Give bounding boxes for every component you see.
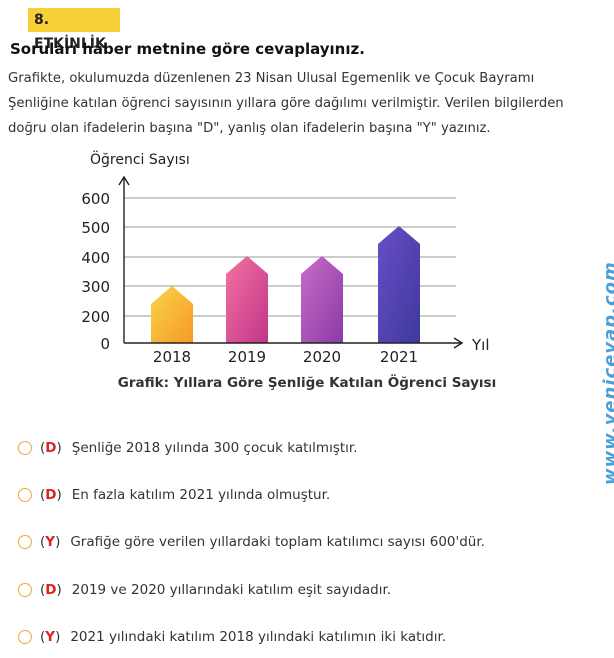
question-item: (D) 2019 ve 2020 yıllarındaki katılım eş… bbox=[18, 579, 391, 601]
answer-mark: D bbox=[45, 582, 57, 598]
x-tick-label: 2018 bbox=[153, 348, 191, 366]
answer-slot[interactable]: (D) bbox=[40, 440, 62, 456]
option-circle-icon[interactable] bbox=[18, 583, 32, 597]
x-tick-label: 2020 bbox=[303, 348, 341, 366]
y-tick-label: 200 bbox=[81, 308, 110, 326]
answer-mark: D bbox=[45, 440, 57, 456]
bar-2020 bbox=[301, 256, 343, 343]
x-tick-label: 2019 bbox=[228, 348, 266, 366]
y-tick-label: 600 bbox=[81, 190, 110, 208]
question-text: En fazla katılım 2021 yılında olmuştur. bbox=[71, 487, 331, 503]
intro-paragraph: Grafikte, okulumuzda düzenlenen 23 Nisan… bbox=[8, 66, 608, 141]
participation-bar-chart: 0 200 300 400 500 600 2018 2019 2020 2021 Öğrenci … bbox=[81, 150, 490, 366]
question-text: Grafiğe göre verilen yıllardaki toplam k… bbox=[70, 534, 485, 550]
question-text: 2019 ve 2020 yıllarındaki katılım eşit s… bbox=[71, 582, 392, 598]
answer-slot[interactable]: (Y) bbox=[40, 534, 61, 550]
question-item: (D) En fazla katılım 2021 yılında olmuşt… bbox=[18, 484, 330, 506]
question-text: Şenliğe 2018 yılında 300 çocuk katılmışt… bbox=[71, 440, 358, 456]
paragraph-line: doğru olan ifadelerin başına "D", yanlış… bbox=[8, 121, 491, 136]
question-item: (Y) Grafiğe göre verilen yıllardaki topl… bbox=[18, 531, 485, 553]
answer-slot[interactable]: (Y) bbox=[40, 629, 61, 645]
chart-caption: Grafik: Yıllara Göre Şenliğe Katılan Öğr… bbox=[117, 375, 497, 391]
y-tick-label: 400 bbox=[81, 249, 110, 267]
option-circle-icon[interactable] bbox=[18, 441, 32, 455]
activity-badge: 8. ETKİNLİK bbox=[28, 8, 120, 52]
answer-slot[interactable]: (D) bbox=[40, 582, 62, 598]
x-axis-arrow-icon bbox=[453, 337, 464, 349]
y-axis-arrow-icon bbox=[118, 175, 130, 186]
watermark-text: www.yenicevap.com bbox=[600, 261, 614, 485]
question-text: 2021 yılındaki katılım 2018 yılındaki ka… bbox=[70, 629, 447, 645]
y-axis-label: Öğrenci Sayısı bbox=[90, 150, 190, 168]
y-tick-label: 0 bbox=[100, 335, 110, 353]
option-circle-icon[interactable] bbox=[18, 535, 32, 549]
option-circle-icon[interactable] bbox=[18, 488, 32, 502]
option-circle-icon[interactable] bbox=[18, 630, 32, 644]
answer-mark: Y bbox=[45, 629, 56, 645]
x-axis-label: Yıl bbox=[471, 336, 490, 354]
instruction-heading: Soruları haber metnine göre cevaplayınız… bbox=[10, 40, 365, 58]
answer-slot[interactable]: (D) bbox=[40, 487, 62, 503]
paragraph-line: Şenliğine katılan öğrenci sayısının yıll… bbox=[8, 96, 564, 111]
bar-2021 bbox=[378, 226, 420, 343]
y-tick-label: 300 bbox=[81, 278, 110, 296]
x-tick-label: 2021 bbox=[380, 348, 418, 366]
question-item: (Y) 2021 yılındaki katılım 2018 yılındak… bbox=[18, 626, 446, 648]
paragraph-line: Grafikte, okulumuzda düzenlenen 23 Nisan… bbox=[8, 71, 535, 86]
y-tick-label: 500 bbox=[81, 219, 110, 237]
bar-2019 bbox=[226, 256, 268, 343]
answer-mark: Y bbox=[45, 534, 56, 550]
bar-2018 bbox=[151, 286, 193, 343]
question-item: (D) Şenliğe 2018 yılında 300 çocuk katıl… bbox=[18, 437, 358, 459]
answer-mark: D bbox=[45, 487, 57, 503]
